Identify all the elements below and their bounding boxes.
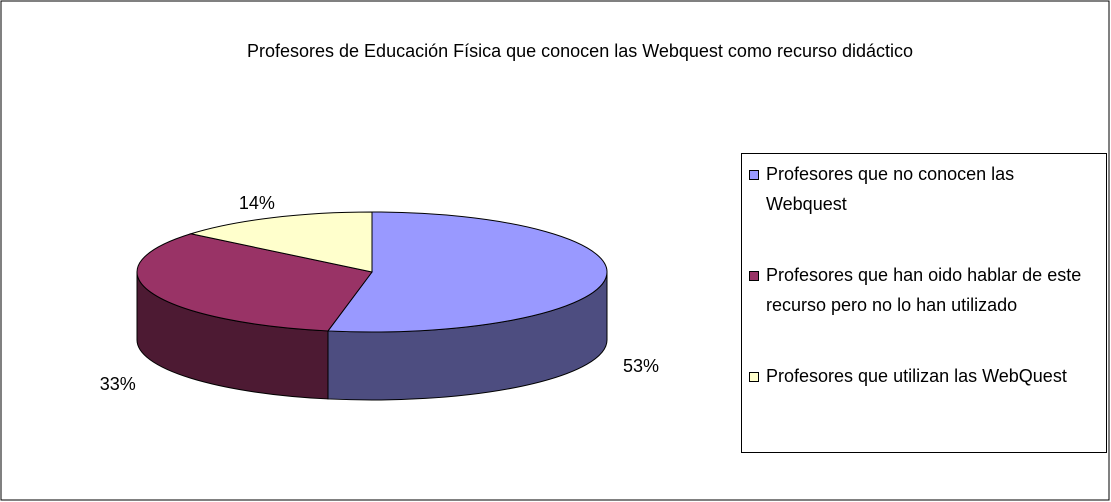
legend-swatch [749,170,759,180]
legend-label: Profesores que han oido hablar de este r… [766,265,1082,315]
pie-slice [188,211,373,273]
legend-swatch [749,271,759,281]
data-label: 33% [100,374,136,394]
legend-item: Profesores que utilizan las WebQuest [749,361,1094,391]
data-label: 14% [239,193,275,213]
pie-slice [327,211,608,333]
data-label: 53% [623,356,659,376]
legend-label: Profesores que no conocen las Webquest [766,164,1015,214]
legend: Profesores que no conocen las Webquest Pr… [741,153,1107,453]
chart-title: Profesores de Educación Física que conoc… [246,41,914,61]
legend-label: Profesores que utilizan las WebQuest [766,366,1067,386]
legend-item: Profesores que no conocen las Webquest [749,159,1094,219]
legend-item: Profesores que han oido hablar de este r… [749,260,1094,320]
legend-swatch [749,372,759,382]
pie-slice [136,233,373,332]
